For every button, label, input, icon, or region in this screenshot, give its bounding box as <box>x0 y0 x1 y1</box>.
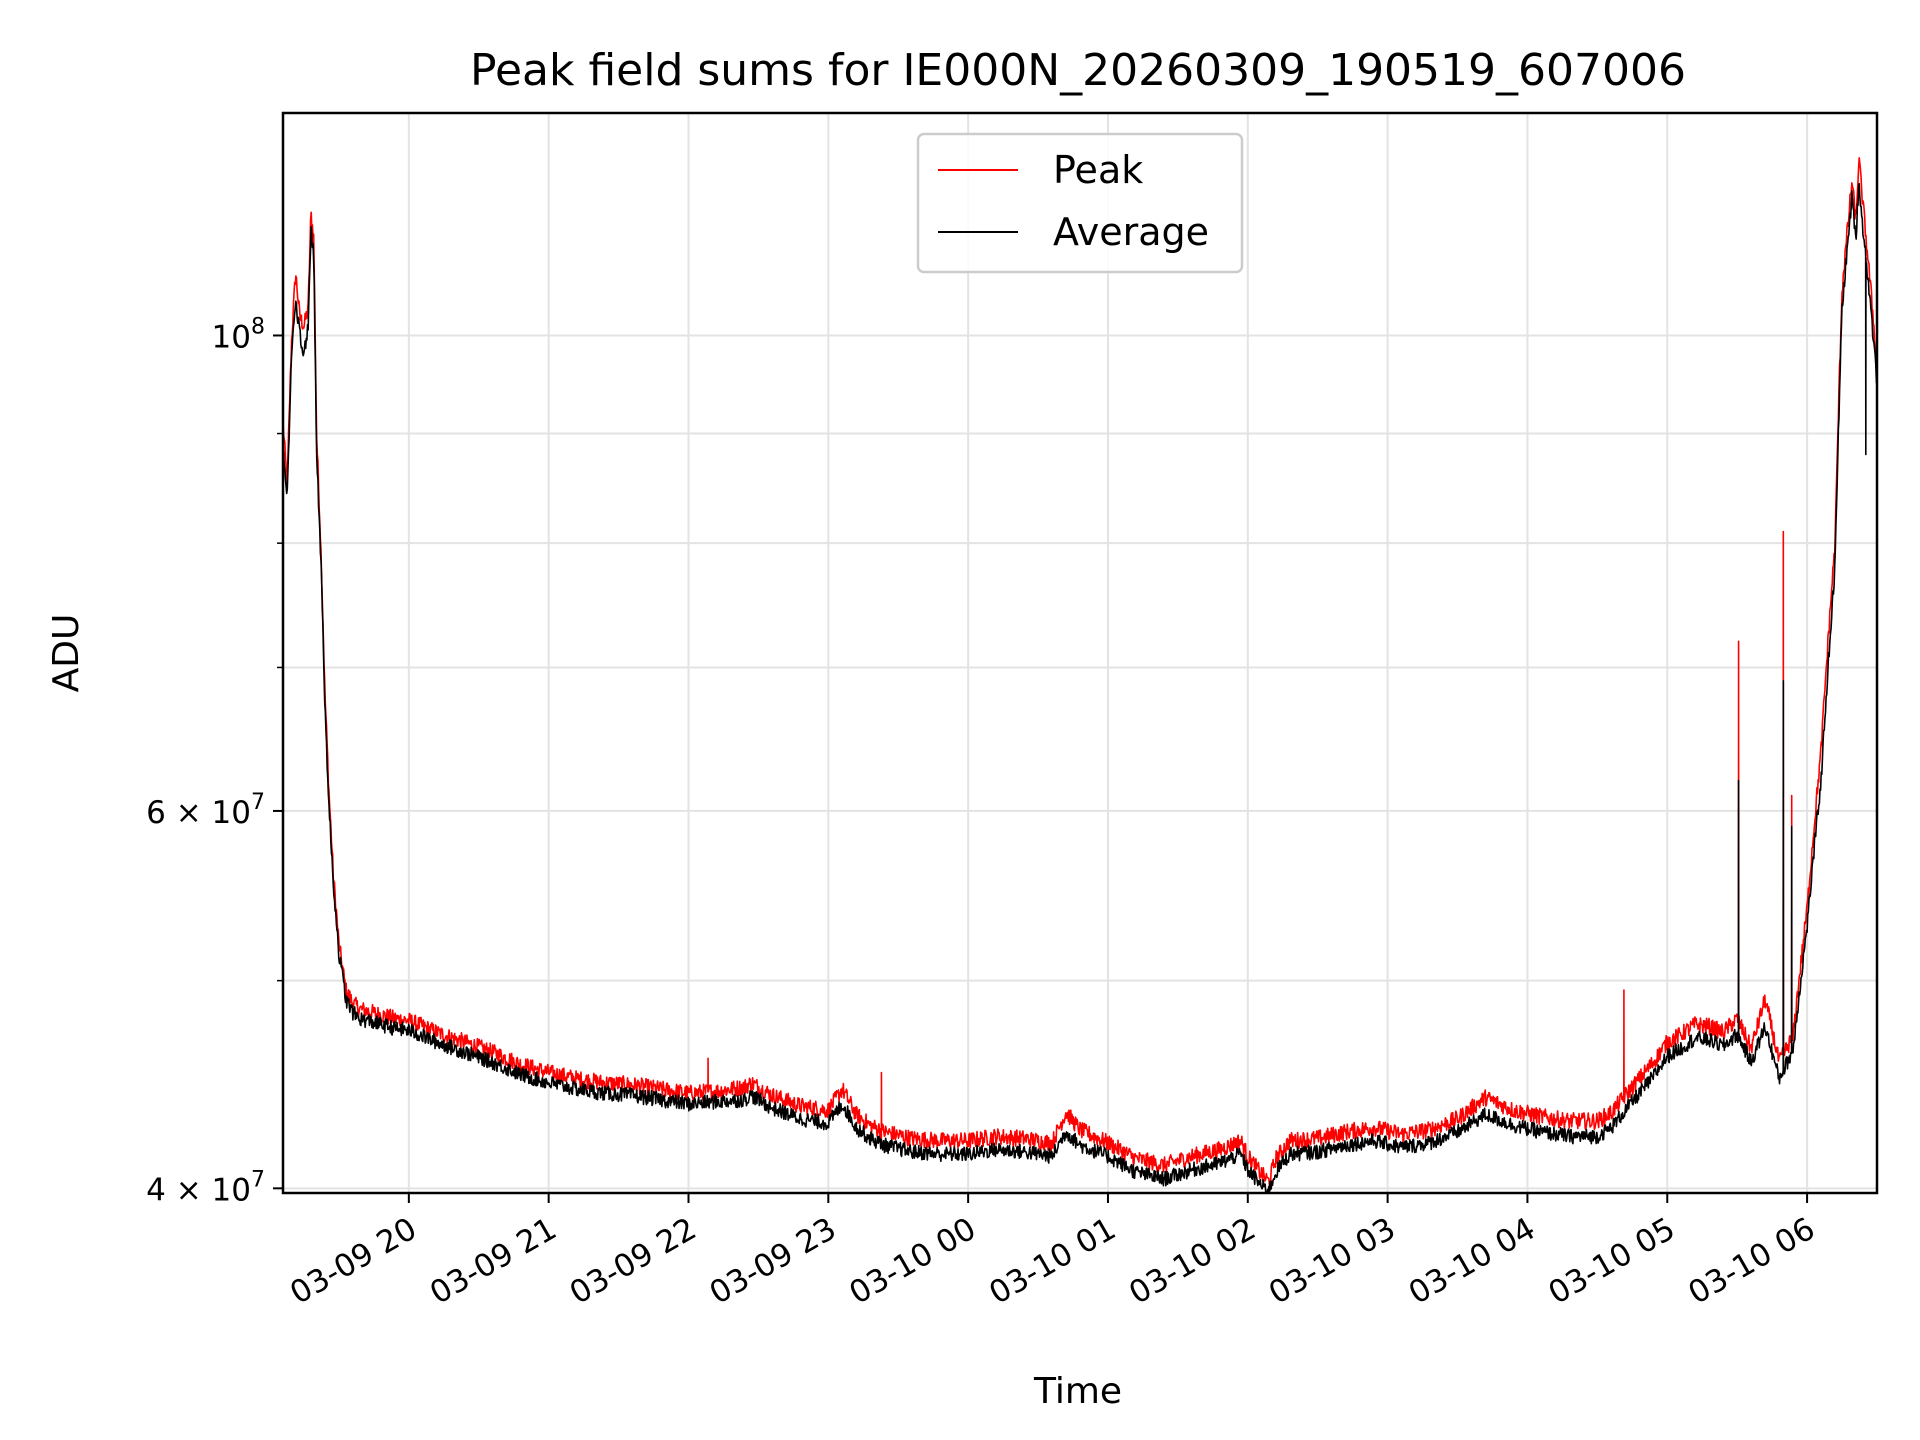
legend-box <box>916 132 1244 274</box>
y-tick-label: 108 <box>212 314 265 355</box>
x-axis-label: Time <box>1033 1371 1122 1412</box>
series-line-peak <box>282 157 1878 1187</box>
plot-frame <box>281 111 1879 1195</box>
series-line-average <box>282 182 1878 1194</box>
legend: Peak Average <box>916 132 1244 274</box>
grid-lines <box>283 113 1877 1193</box>
y-tick-label: 4 × 107 <box>146 1167 265 1208</box>
y-axis-ticks: 108 6 × 107 4 × 107 <box>146 314 283 1208</box>
legend-label-peak: Peak <box>1053 148 1143 192</box>
series-lines <box>282 157 1878 1194</box>
y-axis-label: ADU <box>46 614 87 693</box>
chart-title: Peak field sums for IE000N_20260309_1905… <box>470 45 1686 96</box>
y-tick-label: 6 × 107 <box>146 790 265 831</box>
legend-label-average: Average <box>1053 210 1209 254</box>
